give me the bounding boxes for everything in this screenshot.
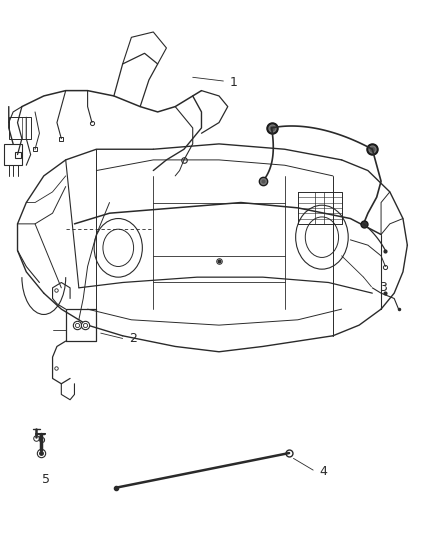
Text: 5: 5 [42,473,49,486]
Text: 6: 6 [37,433,45,446]
FancyBboxPatch shape [4,144,22,165]
Text: 2: 2 [129,332,137,345]
FancyBboxPatch shape [9,117,31,139]
Text: 3: 3 [379,281,387,294]
Text: 1: 1 [230,76,238,89]
Text: 4: 4 [320,465,328,478]
